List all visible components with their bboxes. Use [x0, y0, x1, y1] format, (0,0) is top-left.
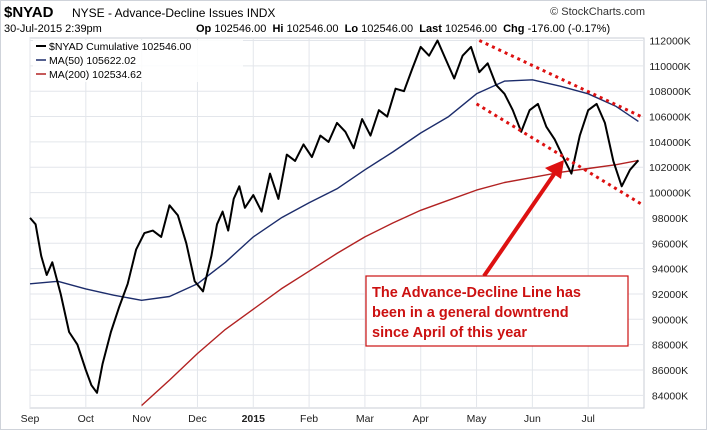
x-tick-label: Mar: [356, 413, 375, 425]
quote-high-label: Hi: [272, 23, 284, 35]
chart-credit: © StockCharts.com: [550, 6, 645, 18]
trend-channel: [475, 39, 642, 206]
y-tick-label: 90000K: [652, 314, 688, 326]
series-cumulative-line: [29, 39, 640, 394]
quote-low-value: 102546.00: [361, 23, 414, 35]
plot-area: [29, 37, 645, 409]
quote-open-label: Op: [196, 23, 212, 35]
y-tick-label: 108000K: [649, 86, 691, 98]
quote-change-label: Chg: [503, 23, 525, 35]
y-tick-label: 92000K: [652, 289, 688, 301]
chart-title: NYSE - Advance-Decline Issues INDX: [72, 6, 276, 20]
y-tick-label: 112000K: [649, 36, 690, 48]
legend-cumulative: $NYAD Cumulative 102546.00: [49, 41, 191, 53]
y-tick-label: 104000K: [649, 137, 691, 149]
y-tick-label: 94000K: [652, 264, 688, 276]
y-tick-label: 96000K: [652, 238, 688, 250]
annotation-box: [365, 275, 629, 347]
x-tick-label: May: [467, 413, 488, 425]
chart-date: 30-Jul-2015 2:39pm: [4, 23, 102, 35]
legend-ma200: MA(200) 102534.62: [49, 69, 142, 81]
annotation: The Advance-Decline Line has been in a g…: [365, 160, 629, 347]
y-tick-label: 88000K: [652, 340, 688, 352]
y-axis: 84000K 86000K 88000K 90000K 92000K 94000K 9600…: [649, 36, 691, 403]
x-tick-label: 2015: [242, 413, 266, 425]
quote-last-value: 102546.00: [444, 23, 497, 35]
legend: $NYAD Cumulative 102546.00 MA(50) 105622…: [33, 40, 243, 82]
credit-text: StockCharts.com: [561, 6, 645, 18]
y-tick-label: 84000K: [652, 390, 688, 402]
x-tick-label: Nov: [132, 413, 151, 425]
quote-change-value: -176.00 (-0.17%): [527, 23, 611, 35]
annotation-line-1: The Advance-Decline Line has: [372, 285, 581, 301]
quote-high-value: 102546.00: [286, 23, 339, 35]
quote-last-label: Last: [419, 23, 442, 35]
y-tick-label: 86000K: [652, 365, 688, 377]
x-tick-label: Oct: [78, 413, 94, 425]
y-tick-label: 98000K: [652, 213, 688, 225]
x-tick-label: Sep: [21, 413, 40, 425]
annotation-arrow-head: [545, 160, 564, 179]
annotation-arrow: [482, 168, 559, 278]
quote-open-value: 102546.00: [214, 23, 267, 35]
quote-low-label: Lo: [344, 23, 359, 35]
y-tick-label: 100000K: [649, 188, 691, 200]
annotation-line-3: since April of this year: [372, 325, 527, 341]
x-tick-label: Dec: [188, 413, 207, 425]
x-tick-label: Jul: [581, 413, 594, 425]
series-ma50-line: [29, 79, 639, 301]
y-tick-label: 102000K: [649, 162, 691, 174]
x-axis: Sep Oct Nov Dec 2015 Feb Mar Apr May Jun Jul: [21, 413, 595, 425]
trend-line-upper: [478, 39, 642, 118]
chart-symbol: $NYAD: [4, 4, 54, 21]
x-tick-label: Jun: [524, 413, 541, 425]
y-tick-label: 106000K: [649, 112, 691, 124]
legend-background: [33, 40, 243, 82]
quote-bar: Op 102546.00 Hi 102546.00 Lo 102546.00 L…: [196, 23, 610, 35]
y-tick-label: 110000K: [649, 61, 690, 73]
annotation-line-2: been in a general downtrend: [372, 305, 569, 321]
x-tick-label: Feb: [300, 413, 318, 425]
legend-ma50: MA(50) 105622.02: [49, 55, 136, 67]
x-tick-label: Apr: [413, 413, 430, 425]
